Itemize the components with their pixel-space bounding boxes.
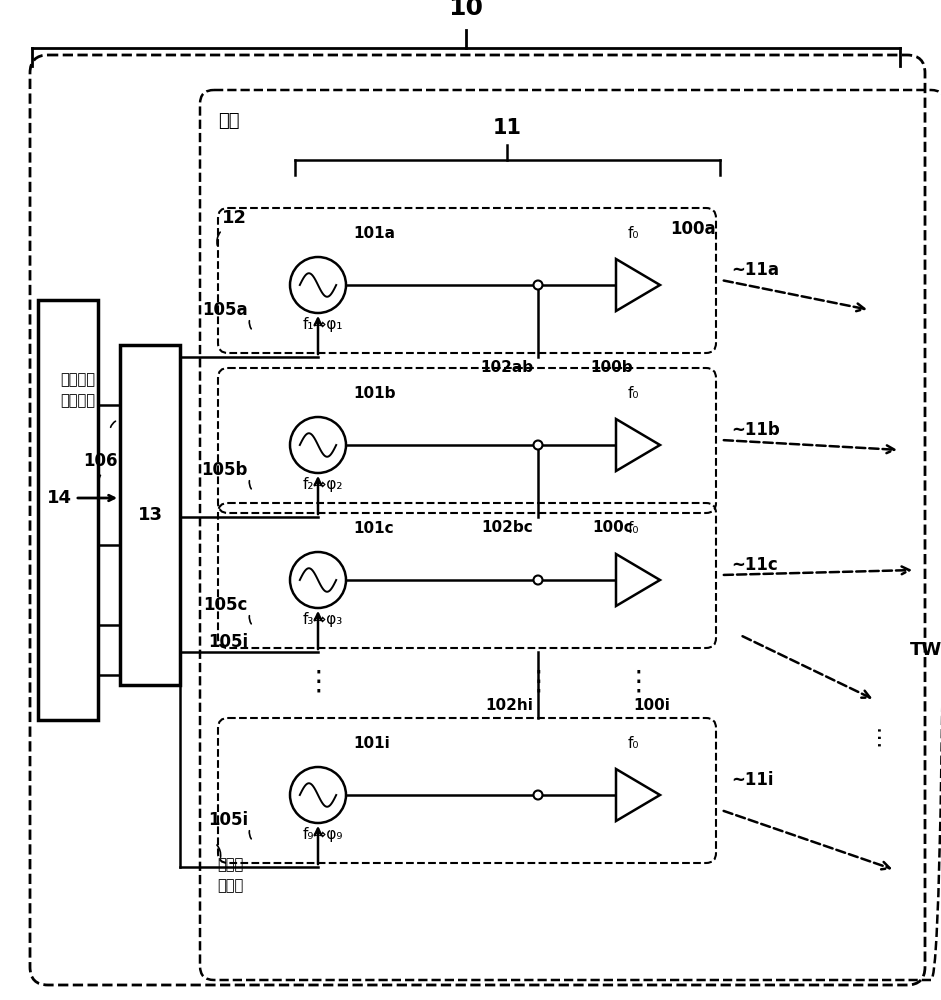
Text: 101i: 101i [353, 736, 390, 751]
Text: 101a: 101a [353, 226, 395, 241]
Polygon shape [616, 554, 660, 606]
Text: 105a: 105a [202, 301, 248, 319]
Text: 100b: 100b [590, 360, 633, 375]
Text: 102hi: 102hi [486, 698, 533, 713]
Text: 106: 106 [83, 452, 118, 470]
Circle shape [534, 440, 543, 450]
Text: 101b: 101b [353, 386, 395, 401]
Circle shape [534, 576, 543, 584]
Text: f₉⇒φ₉: f₉⇒φ₉ [303, 827, 343, 842]
Text: ~11a: ~11a [731, 261, 779, 279]
Text: 波束方向
控制单元: 波束方向 控制单元 [60, 372, 95, 408]
Text: 12: 12 [222, 209, 247, 227]
Text: f₀: f₀ [628, 736, 639, 751]
Bar [120, 345, 180, 685]
Text: 13: 13 [137, 506, 163, 524]
Text: ⋮: ⋮ [304, 668, 332, 696]
Circle shape [290, 552, 346, 608]
Text: ~11b: ~11b [731, 421, 780, 439]
Text: 105i: 105i [208, 811, 248, 829]
Text: f₂⇒φ₂: f₂⇒φ₂ [303, 477, 343, 492]
Text: TW: TW [910, 641, 941, 659]
Text: 101c: 101c [353, 521, 393, 536]
Text: f₀: f₀ [628, 226, 639, 241]
Text: f₀: f₀ [628, 521, 639, 536]
Circle shape [290, 257, 346, 313]
Bar [38, 300, 98, 720]
Text: 偏置控
制单元: 偏置控 制单元 [216, 857, 243, 893]
Text: ~11c: ~11c [731, 556, 778, 574]
Text: f₀: f₀ [628, 386, 639, 401]
Polygon shape [616, 769, 660, 821]
Text: 105b: 105b [201, 461, 248, 479]
Text: 105i: 105i [208, 633, 248, 651]
Text: ⋮: ⋮ [624, 668, 652, 696]
Circle shape [534, 790, 543, 800]
Text: 102ab: 102ab [480, 360, 533, 375]
Text: 102bc: 102bc [481, 520, 533, 535]
Circle shape [290, 767, 346, 823]
Text: f₃⇒φ₃: f₃⇒φ₃ [303, 612, 343, 627]
Text: ⋮: ⋮ [524, 668, 551, 696]
Text: 100c: 100c [592, 520, 633, 535]
Text: ~11i: ~11i [731, 771, 774, 789]
Polygon shape [616, 259, 660, 311]
Text: ⋯: ⋯ [868, 724, 888, 746]
Text: 14: 14 [47, 489, 72, 507]
Text: 10: 10 [449, 0, 484, 20]
Text: 100a: 100a [670, 220, 715, 238]
Text: 105c: 105c [203, 596, 248, 614]
Text: 100i: 100i [633, 698, 670, 713]
Text: f₁⇒φ₁: f₁⇒φ₁ [303, 317, 343, 332]
Polygon shape [616, 419, 660, 471]
Text: 11: 11 [493, 118, 522, 138]
Circle shape [290, 417, 346, 473]
Text: 元件: 元件 [218, 112, 240, 130]
Circle shape [534, 280, 543, 290]
